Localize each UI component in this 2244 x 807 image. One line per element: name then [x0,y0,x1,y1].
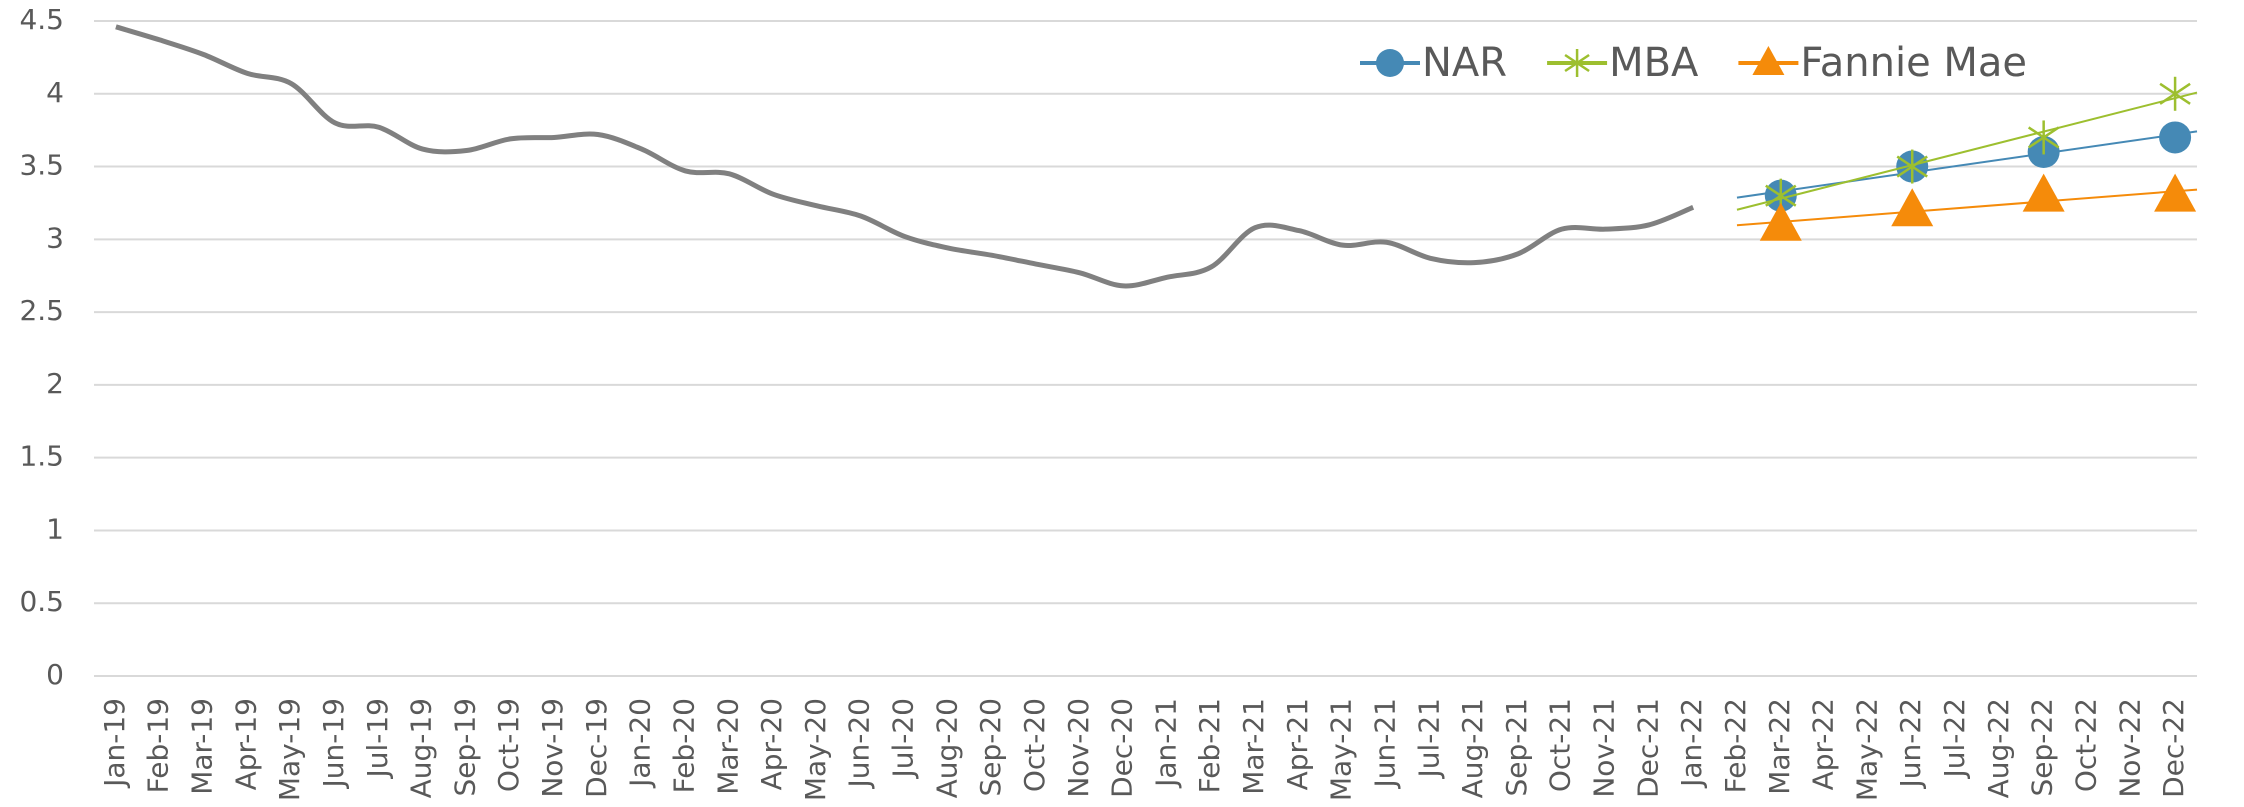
x-tick-label: Mar-20 [711,698,744,795]
x-tick-label: Jul-20 [887,698,920,780]
x-tick-label: Jun-19 [317,698,350,789]
x-tick-label: Jul-22 [1938,698,1971,780]
x-tick-label: Sep-20 [974,698,1007,797]
x-tick-label: Nov-19 [536,698,569,798]
x-tick-label: Aug-22 [1982,698,2015,798]
marker [2027,120,2060,155]
x-tick-label: Jun-21 [1368,698,1401,789]
marker [2154,173,2197,212]
marker [1896,149,1928,184]
x-tick-label: Jun-20 [843,698,876,789]
marker-stroke [2159,82,2191,105]
marker [2159,121,2192,154]
x-tick-label: Apr-21 [1281,698,1314,790]
y-tick-label: 2 [46,367,64,400]
x-tick-label: Oct-19 [492,698,525,792]
x-tick-label: Nov-22 [2113,698,2146,798]
marker [1759,202,1802,241]
y-tick-label: 0 [46,658,64,691]
marker-stroke [1765,184,1797,207]
x-tick-label: May-19 [273,698,306,801]
x-tick-label: Apr-19 [229,698,262,790]
y-tick-label: 1.5 [19,440,64,473]
x-tick-label: Oct-22 [2069,698,2102,792]
x-tick-label: Nov-21 [1588,698,1621,798]
x-tick-label: Jul-19 [361,698,394,780]
x-tick-label: May-21 [1325,698,1358,801]
trendline [1736,91,2198,211]
x-tick-label: Aug-19 [405,698,438,798]
x-tick-label: Apr-22 [1807,698,1840,790]
x-tick-label: Jan-20 [624,698,657,789]
y-tick-label: 4 [46,76,64,109]
x-tick-label: Sep-19 [448,698,481,797]
legend-marker [1564,53,1590,73]
legend-label: NAR [1422,40,1507,86]
x-tick-label: May-22 [1850,698,1883,801]
y-tick-label: 4.5 [19,3,64,36]
x-tick-label: Dec-20 [1106,698,1139,798]
y-tick-label: 0.5 [19,585,64,618]
x-tick-label: Mar-19 [186,698,219,795]
y-tick-label: 3 [46,221,64,254]
x-tick-label: Oct-20 [1018,698,1051,792]
y-tick-label: 3.5 [19,149,64,182]
y-tick-label: 2.5 [19,294,64,327]
marker [1891,188,1934,227]
x-tick-label: Aug-21 [1456,698,1489,798]
legend-label: MBA [1609,40,1699,86]
trendline [1736,188,2198,227]
line [115,24,1695,289]
legend: NAR MBA Fannie Mae [1360,40,2027,86]
legend-marker [1752,46,1785,75]
x-tick-label: Apr-20 [755,698,788,790]
x-tick-label: Mar-21 [1237,698,1270,795]
x-tick-label: Jan-21 [1149,698,1182,789]
marker-stroke [1896,155,1928,178]
x-tick-label: Feb-22 [1719,698,1752,793]
x-tick-label: Dec-19 [580,698,613,798]
x-tick-label: Jan-22 [1675,698,1708,789]
x-tick-label: Dec-22 [2157,698,2190,798]
marker [2159,76,2191,111]
marker-stroke [2027,126,2060,149]
x-tick-label: Sep-21 [1500,698,1533,797]
y-tick-label: 1 [46,512,64,545]
x-tick-label: Jan-19 [98,698,131,789]
x-tick-label: Jul-21 [1412,698,1445,780]
legend-marker [1376,49,1404,77]
x-tick-label: Sep-22 [2026,698,2059,797]
x-tick-label: Oct-21 [1544,698,1577,792]
x-tick-label: Feb-19 [142,698,175,793]
marker [2022,173,2065,212]
legend-label: Fannie Mae [1800,40,2027,86]
x-tick-label: Feb-20 [667,698,700,793]
x-tick-label: Aug-20 [930,698,963,798]
x-tick-label: Mar-22 [1763,698,1796,795]
x-tick-label: Feb-21 [1193,698,1226,793]
trendline [1736,130,2198,199]
x-tick-label: Nov-20 [1062,698,1095,798]
x-tick-label: Jun-22 [1894,698,1927,789]
x-tick-label: Dec-21 [1631,698,1664,798]
x-tick-label: May-20 [799,698,832,801]
